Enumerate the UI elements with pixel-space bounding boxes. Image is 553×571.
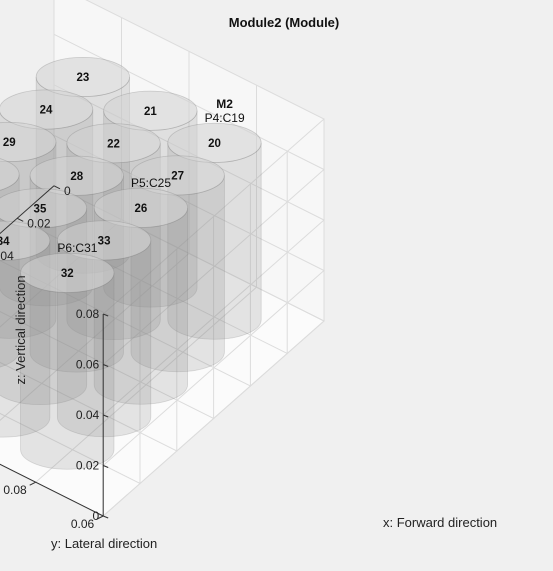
cell-label-23: 23: [76, 72, 89, 84]
z-tick-mark: [103, 364, 109, 367]
x-tick-label: 0.02: [27, 216, 51, 230]
cell-label-27: 27: [171, 170, 184, 182]
z-tick-mark: [103, 313, 109, 317]
z-tick-label: 0.08: [76, 307, 100, 321]
z-tick-label: 0.02: [76, 459, 100, 473]
z-tick-label: 0.06: [76, 358, 100, 372]
cell-top: [35, 56, 130, 97]
z-axis-label: z: Vertical direction: [13, 275, 28, 384]
tick-labels: 00.020.040.060.080.10.120.060.080.10.120…: [0, 184, 109, 531]
x-axis-label: x: Forward direction: [383, 515, 497, 530]
y-axis-line: [0, 463, 104, 517]
cell-label-24: 24: [40, 104, 53, 116]
cell-label-34: 34: [0, 236, 10, 248]
cell-label-22: 22: [107, 138, 120, 150]
cell-top: [167, 122, 262, 163]
z-tick-mark: [103, 465, 109, 468]
cell-34: [0, 220, 51, 438]
cell-label-26: 26: [134, 203, 147, 215]
cell-top: [0, 188, 88, 229]
cell-top: [0, 89, 94, 130]
cell-label-29: 29: [3, 137, 16, 149]
z-tick-mark: [103, 515, 109, 519]
y-tick-label: 0.08: [3, 483, 27, 497]
cell-top: [0, 121, 57, 162]
cell-top: [20, 252, 115, 293]
x-tick-mark: [53, 185, 61, 190]
cell-label-35: 35: [34, 203, 47, 215]
module-label: M2: [216, 97, 233, 111]
x-tick-label: 0: [64, 184, 71, 198]
y-tick-mark: [96, 515, 104, 520]
y-tick-label: 0.06: [71, 517, 95, 531]
cell-top: [66, 123, 161, 164]
cell-body: [20, 272, 115, 470]
cell-top: [56, 220, 152, 261]
z-tick-label: 0.04: [76, 408, 100, 422]
y-axis-label: y: Lateral direction: [51, 536, 157, 551]
cell-labels: 202123272224262829333530323436P4:C19P5:C…: [0, 72, 245, 280]
parallel-label: P5:C25: [131, 176, 171, 190]
x-tick-mark: [16, 217, 24, 222]
cell-top: [130, 155, 225, 196]
parallel-label: P4:C19: [205, 111, 245, 125]
y-tick-mark: [29, 481, 36, 486]
cell-label-33: 33: [98, 235, 111, 247]
x-tick-label: 0.04: [0, 249, 14, 263]
cell-label-28: 28: [70, 171, 83, 183]
x-axis-line: [0, 185, 55, 235]
battery-cells: [0, 56, 262, 470]
cell-label-21: 21: [144, 106, 157, 118]
z-tick-label: 0: [93, 509, 100, 523]
cell-top: [93, 187, 188, 228]
cell-top: [0, 158, 20, 191]
chart-title: Module2 (Module): [229, 15, 340, 30]
z-tick-mark: [103, 414, 109, 418]
grid-line-z: [53, 33, 325, 365]
cell-32: [20, 252, 115, 470]
grid-line-z: [85, 0, 325, 315]
cell-top: [29, 155, 124, 196]
cell-top: [0, 220, 51, 261]
cell-label-32: 32: [61, 268, 74, 280]
cell-top: [103, 90, 198, 131]
parallel-label: P6:C31: [57, 241, 97, 255]
cell-label-20: 20: [208, 138, 221, 150]
